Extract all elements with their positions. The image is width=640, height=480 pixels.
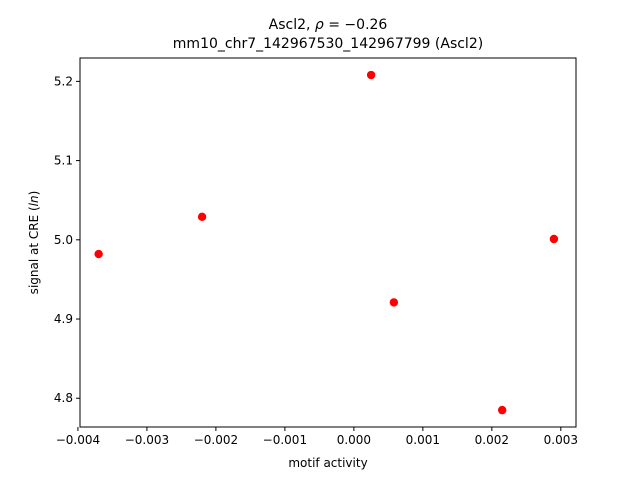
x-axis-ticks: −0.004 −0.003 −0.002 −0.001 0.000 0.001 0.002 0… bbox=[56, 427, 578, 447]
y-tick-label: 5.1 bbox=[54, 154, 73, 168]
y-tick-label: 4.8 bbox=[54, 391, 73, 405]
y-axis-label-prefix: signal at CRE ( bbox=[27, 206, 41, 294]
chart-title-rho-symbol: ρ bbox=[315, 17, 324, 33]
data-point-1 bbox=[94, 249, 103, 259]
x-tick-label: −0.004 bbox=[56, 433, 100, 447]
data-point-5 bbox=[497, 405, 507, 415]
y-tick-label: 4.9 bbox=[54, 312, 73, 326]
x-tick-label: −0.003 bbox=[125, 433, 169, 447]
x-axis-label: motif activity bbox=[288, 456, 367, 470]
data-point-4 bbox=[389, 298, 399, 307]
points-layer bbox=[94, 70, 559, 415]
x-tick-label: −0.001 bbox=[263, 433, 307, 447]
y-axis-ticks: 4.8 4.9 5.0 5.1 5.2 bbox=[54, 74, 80, 405]
y-axis-label-italic: ln bbox=[27, 195, 41, 206]
plot-area bbox=[80, 58, 576, 427]
y-axis-label: signal at CRE (ln) bbox=[27, 191, 41, 295]
x-tick-label: 0.000 bbox=[337, 433, 371, 447]
x-tick-label: 0.002 bbox=[475, 433, 509, 447]
x-tick-label: −0.002 bbox=[194, 433, 238, 447]
data-point-2 bbox=[197, 212, 207, 222]
x-tick-label: 0.001 bbox=[406, 433, 440, 447]
chart-title-rho-value: = −0.26 bbox=[324, 17, 388, 33]
chart-title: Ascl2, ρ = −0.26 bbox=[269, 17, 388, 33]
data-point-6 bbox=[549, 234, 559, 244]
chart-subtitle: mm10_chr7_142967530_142967799 (Ascl2) bbox=[173, 36, 483, 52]
y-tick-label: 5.2 bbox=[54, 74, 73, 88]
chart-title-prefix: Ascl2, bbox=[269, 17, 315, 33]
y-tick-label: 5.0 bbox=[54, 233, 73, 247]
x-tick-label: 0.003 bbox=[544, 433, 578, 447]
plot-frame bbox=[79, 57, 577, 428]
data-point-3 bbox=[366, 70, 376, 80]
y-axis-label-suffix: ) bbox=[27, 191, 41, 196]
